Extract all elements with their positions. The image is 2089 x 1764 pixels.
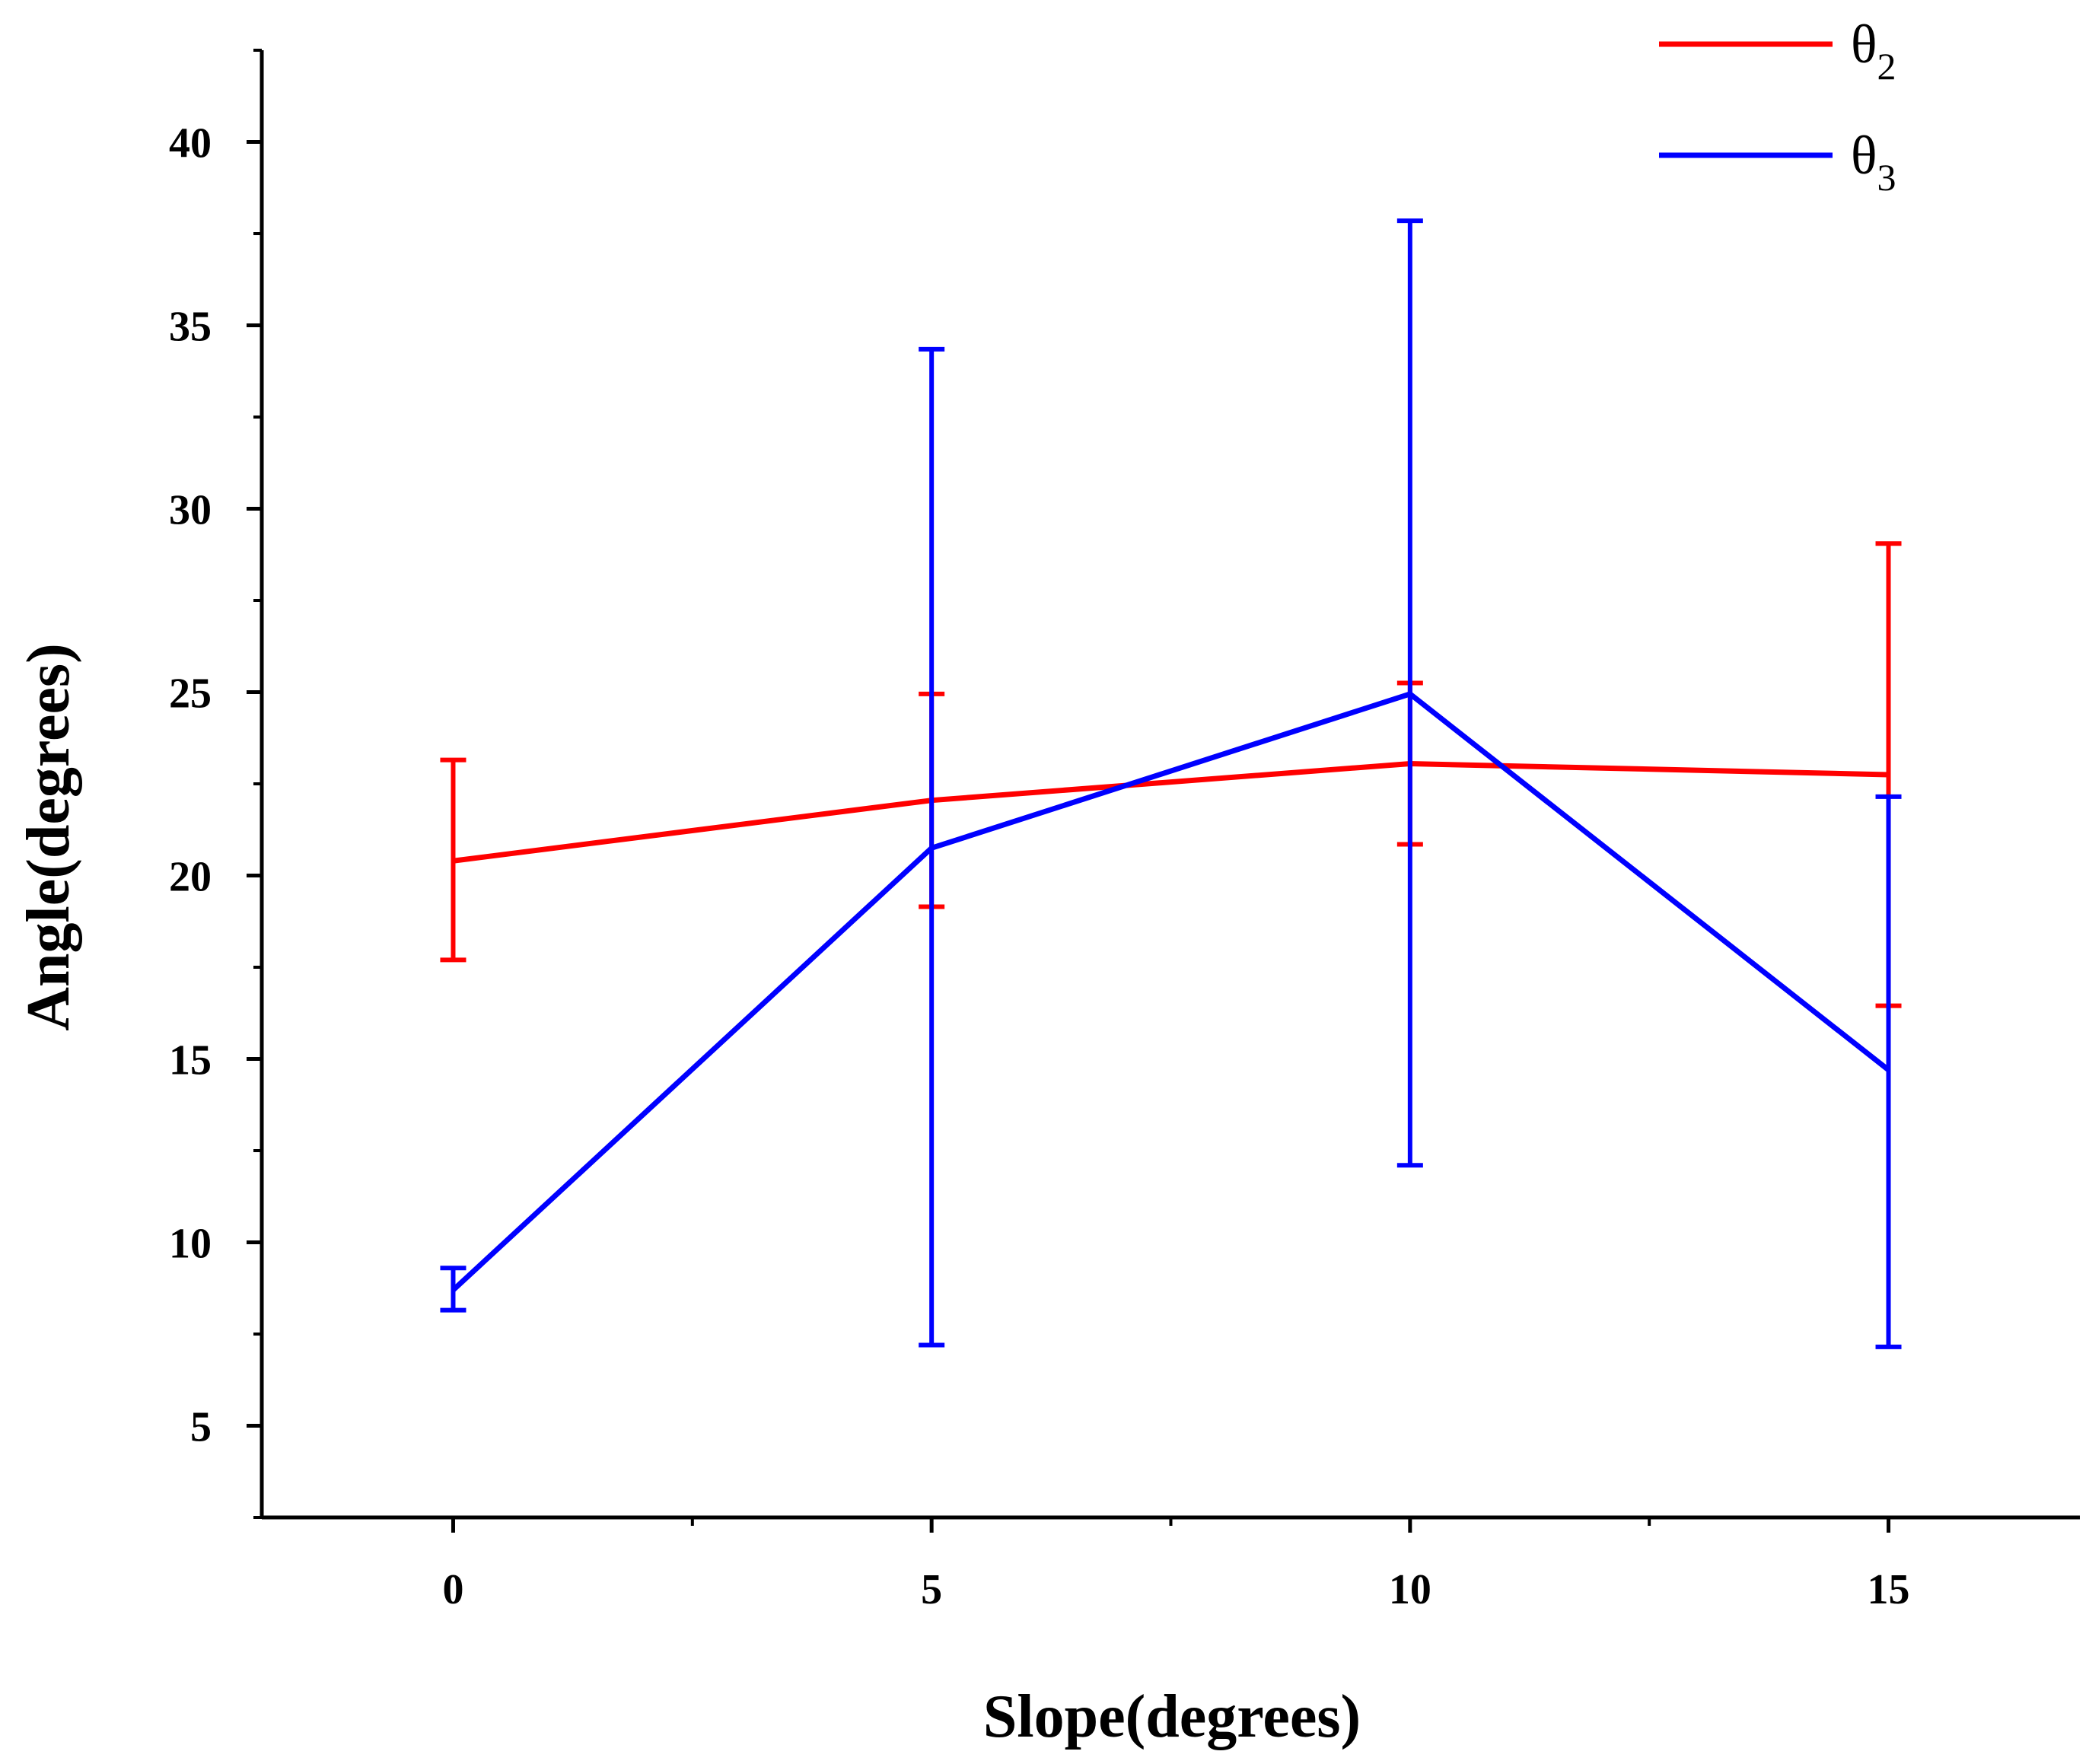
y-tick-label: 20: [169, 854, 212, 901]
series-line: [451, 691, 1890, 1292]
legend-label: θ2: [1851, 14, 1896, 88]
x-tick-label: 10: [1389, 1566, 1431, 1613]
y-tick-label: 35: [169, 304, 212, 351]
series-1: [440, 541, 1902, 1008]
y-tick-label: 10: [169, 1221, 212, 1268]
x-tick-label: 15: [1868, 1566, 1910, 1613]
plot-area: [440, 218, 1902, 1349]
legend-label: θ3: [1851, 125, 1896, 199]
y-tick-label: 15: [169, 1037, 212, 1084]
y-tick-label: 5: [190, 1404, 212, 1451]
legend-symbol: θ: [1851, 14, 1877, 75]
y-tick-label: 25: [169, 670, 212, 718]
series-2: [440, 218, 1902, 1349]
legend-subscript: 2: [1877, 45, 1896, 88]
legend-subscript: 3: [1877, 156, 1896, 199]
x-axis-title: Slope(degrees): [983, 1683, 1361, 1750]
series-line: [453, 760, 1889, 864]
x-tick-label: 5: [921, 1566, 942, 1613]
legend-symbol: θ: [1851, 125, 1877, 186]
x-tick-label: 0: [442, 1566, 463, 1613]
y-tick-label: 30: [169, 487, 212, 534]
ticks: 0 5 10 15 5 10 15 20 25 30 35 40: [169, 49, 1910, 1613]
y-axis-title: Angle(degrees): [15, 643, 82, 1031]
legend-item: θ2: [1659, 14, 1896, 88]
y-tick-label: 40: [169, 120, 212, 167]
legend-item: θ3: [1659, 125, 1896, 199]
